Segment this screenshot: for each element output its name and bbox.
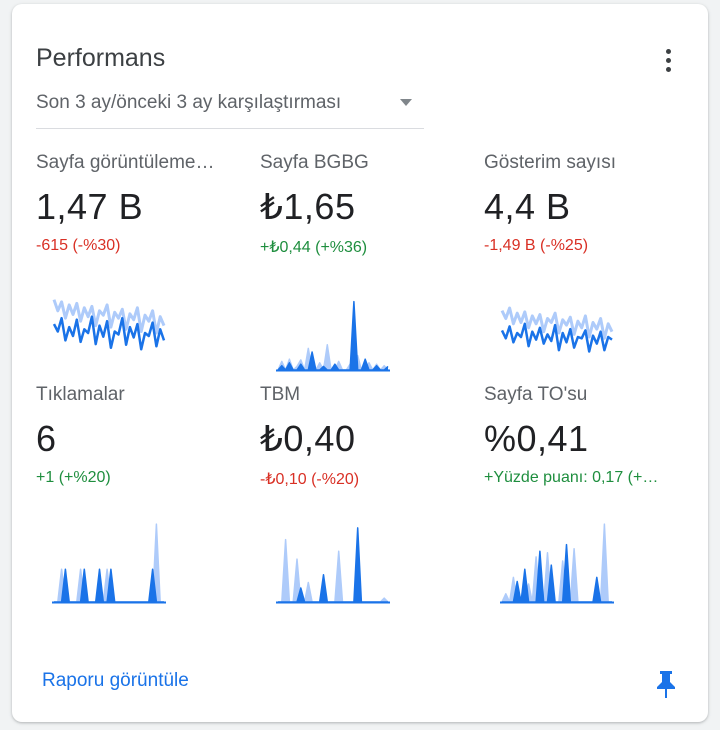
- metric-delta: +Yüzde puanı: 0,17 (+…: [484, 469, 659, 486]
- metric-page-views[interactable]: Sayfa görüntüleme… 1,47 B -615 (-%30): [36, 152, 241, 255]
- current-period-series: [52, 315, 166, 351]
- metric-value: 4,4 B: [484, 186, 571, 227]
- pin-icon[interactable]: [652, 668, 680, 700]
- metric-value: %0,41: [484, 418, 589, 459]
- more-options-button[interactable]: [650, 42, 686, 78]
- sparkline-page-rpm: [276, 300, 390, 372]
- metric-impressions[interactable]: Gösterim sayısı 4,4 B -1,49 B (-%25): [484, 152, 689, 255]
- metric-page-ctr[interactable]: Sayfa TO'su %0,41 +Yüzde puanı: 0,17 (+…: [484, 384, 689, 487]
- current-period-series-area: [502, 544, 612, 602]
- metric-delta: -₺0,10 (-%20): [260, 471, 360, 488]
- current-period-series: [277, 300, 389, 371]
- metric-label: Sayfa görüntüleme…: [36, 152, 215, 173]
- metric-value: ₺1,65: [260, 186, 356, 227]
- current-period-series-area: [278, 301, 388, 370]
- view-report-link[interactable]: Raporu görüntüle: [42, 670, 189, 691]
- metric-label: Sayfa BGBG: [260, 152, 369, 173]
- sparkline-impressions: [500, 306, 614, 353]
- metric-label: Gösterim sayısı: [484, 152, 616, 173]
- comparison-period-label: Son 3 ay/önceki 3 ay karşılaştırması: [36, 92, 342, 113]
- metric-label: Tıklamalar: [36, 384, 125, 405]
- more-vert-icon: [665, 48, 671, 54]
- metric-delta: +1 (+%20): [36, 469, 111, 486]
- metric-delta: -615 (-%30): [36, 237, 121, 254]
- metric-value: 1,47 B: [36, 186, 144, 227]
- metric-cpc[interactable]: TBM ₺0,40 -₺0,10 (-%20): [260, 384, 465, 489]
- metric-delta: -1,49 B (-%25): [484, 237, 589, 254]
- metric-page-rpm[interactable]: Sayfa BGBG ₺1,65 +₺0,44 (+%36): [260, 152, 465, 257]
- sparkline-page-views: [52, 299, 166, 351]
- metric-clicks[interactable]: Tıklamalar 6 +1 (+%20): [36, 384, 241, 487]
- performance-card: Performans Son 3 ay/önceki 3 ay karşılaş…: [12, 4, 708, 722]
- metric-label: TBM: [260, 384, 301, 405]
- previous-period-series: [52, 299, 166, 335]
- sparkline-cpc: [276, 527, 390, 604]
- previous-period-series: [500, 306, 614, 340]
- comparison-period-dropdown[interactable]: Son 3 ay/önceki 3 ay karşılaştırması: [36, 88, 424, 129]
- sparkline-clicks: [52, 523, 166, 604]
- dropdown-arrow-icon: [400, 99, 412, 106]
- current-period-series: [500, 322, 613, 353]
- metric-value: ₺0,40: [260, 418, 356, 459]
- card-title: Performans: [36, 44, 166, 72]
- previous-period-series: [278, 538, 389, 603]
- metric-label: Sayfa TO'su: [484, 384, 588, 405]
- metric-delta: +₺0,44 (+%36): [260, 239, 368, 256]
- sparkline-page-ctr: [500, 523, 614, 604]
- metric-value: 6: [36, 418, 57, 459]
